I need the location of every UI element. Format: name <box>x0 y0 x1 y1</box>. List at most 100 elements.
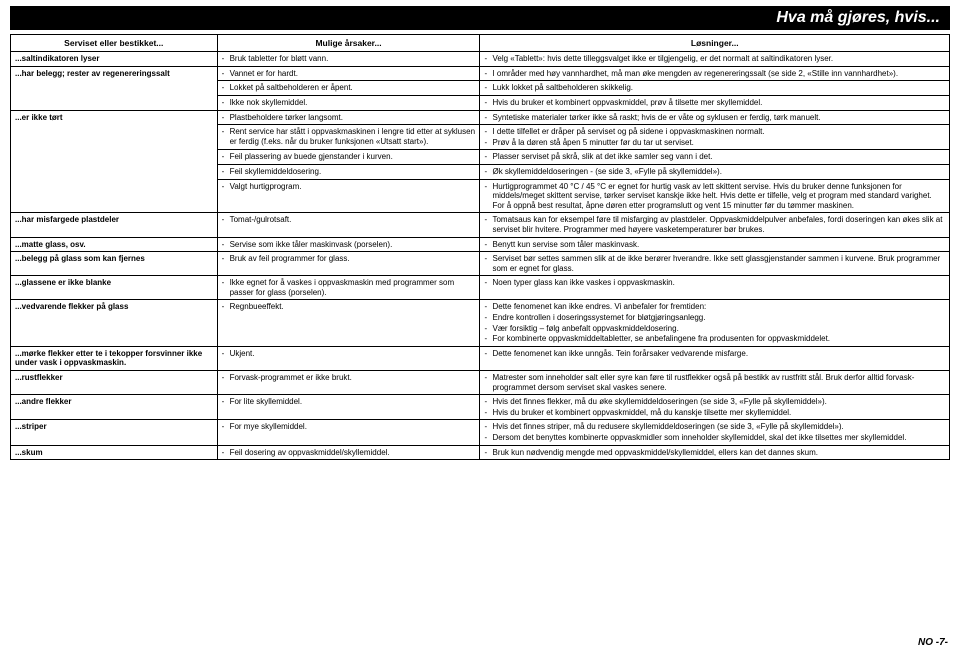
page-number: NO -7- <box>918 637 948 648</box>
table-row: ...andre flekker -For lite skyllemiddel.-… <box>11 395 950 420</box>
list-item: -Dette fenomenet kan ikke endres. Vi anb… <box>484 302 945 312</box>
table-row: ...glassene er ikke blanke-Ikke egnet fo… <box>11 276 950 300</box>
list-item: -For mye skyllemiddel. <box>222 422 476 432</box>
solution-cell: -Hurtigprogrammet 40 °C / 45 °C er egnet… <box>480 179 950 213</box>
cause-cell: -Plastbeholdere tørker langsomt. <box>217 110 480 125</box>
item-text: Velg «Tablett»: hvis dette tilleggsvalge… <box>492 54 945 64</box>
page-title: Hva må gjøres, hvis... <box>10 6 950 30</box>
item-text: Tomat-/gulrotsaft. <box>230 215 476 225</box>
cause-cell: -Bruk tabletter for bløtt vann. <box>217 52 480 67</box>
list-item: -Bruk av feil programmer for glass. <box>222 254 476 264</box>
dash-icon: - <box>484 69 492 79</box>
list-item: -Feil skyllemiddeldosering. <box>222 167 476 177</box>
item-text: Matrester som inneholder salt eller syre… <box>492 373 945 392</box>
list-item: -Ikke nok skyllemiddel. <box>222 98 476 108</box>
item-text: Prøv å la døren stå åpen 5 minutter før … <box>492 138 945 148</box>
dash-icon: - <box>222 278 230 297</box>
table-row: ...har misfargede plastdeler-Tomat-/gulr… <box>11 213 950 237</box>
dash-icon: - <box>222 152 230 162</box>
item-text: Bruk av feil programmer for glass. <box>230 254 476 264</box>
list-item: -Bruk kun nødvendig mengde med oppvaskmi… <box>484 448 945 458</box>
list-item: -Endre kontrollen i doseringssystemet fo… <box>484 313 945 323</box>
dash-icon: - <box>484 278 492 288</box>
dash-icon: - <box>484 349 492 359</box>
dash-icon: - <box>484 334 492 344</box>
item-text: Syntetiske materialer tørker ikke så ras… <box>492 113 945 123</box>
col-header-problem: Serviset eller bestikket... <box>11 35 218 52</box>
problem-cell: ...er ikke tørt <box>11 110 218 213</box>
dash-icon: - <box>484 422 492 432</box>
cause-cell: -Ukjent. <box>217 346 480 370</box>
item-text: Feil plassering av buede gjenstander i k… <box>230 152 476 162</box>
cause-cell: -Feil plassering av buede gjenstander i … <box>217 150 480 165</box>
solution-cell: -Hvis det finnes striper, må du redusere… <box>480 420 950 445</box>
dash-icon: - <box>222 215 230 225</box>
problem-cell: ...har misfargede plastdeler <box>11 213 218 237</box>
item-text: Forvask-programmet er ikke brukt. <box>230 373 476 383</box>
list-item: -Noen typer glass kan ikke vaskes i oppv… <box>484 278 945 288</box>
item-text: Ikke nok skyllemiddel. <box>230 98 476 108</box>
list-item: -Bruk tabletter for bløtt vann. <box>222 54 476 64</box>
list-item: -Hurtigprogrammet 40 °C / 45 °C er egnet… <box>484 182 945 211</box>
problem-cell: ...mørke flekker etter te i tekopper for… <box>11 346 218 370</box>
list-item: -Hvis det finnes flekker, må du øke skyl… <box>484 397 945 407</box>
list-item: -Ukjent. <box>222 349 476 359</box>
item-text: Dette fenomenet kan ikke endres. Vi anbe… <box>492 302 945 312</box>
table-header-row: Serviset eller bestikket... Mulige årsak… <box>11 35 950 52</box>
dash-icon: - <box>222 182 230 192</box>
dash-icon: - <box>484 215 492 234</box>
problem-cell: ...rustflekker <box>11 371 218 395</box>
solution-cell: -Hvis du bruker et kombinert oppvaskmidd… <box>480 95 950 110</box>
dash-icon: - <box>222 69 230 79</box>
table-row: ...matte glass, osv.-Servise som ikke tå… <box>11 237 950 252</box>
list-item: -Servise som ikke tåler maskinvask (pors… <box>222 240 476 250</box>
solution-cell: -Plasser serviset på skrå, slik at det i… <box>480 150 950 165</box>
dash-icon: - <box>222 167 230 177</box>
cause-cell: -Rent service har stått i oppvaskmaskine… <box>217 125 480 150</box>
list-item: -Matrester som inneholder salt eller syr… <box>484 373 945 392</box>
dash-icon: - <box>484 138 492 148</box>
dash-icon: - <box>222 422 230 432</box>
list-item: -Plastbeholdere tørker langsomt. <box>222 113 476 123</box>
problem-cell: ...glassene er ikke blanke <box>11 276 218 300</box>
list-item: -For kombinerte oppvaskmiddeltabletter, … <box>484 334 945 344</box>
solution-cell: -I dette tilfellet er dråper på serviset… <box>480 125 950 150</box>
item-text: Øk skyllemiddeldoseringen - (se side 3, … <box>492 167 945 177</box>
solution-cell: -Benytt kun servise som tåler maskinvask… <box>480 237 950 252</box>
list-item: -Hvis det finnes striper, må du redusere… <box>484 422 945 432</box>
troubleshooting-table: Serviset eller bestikket... Mulige årsak… <box>10 34 950 460</box>
list-item: -Regnbueeffekt. <box>222 302 476 312</box>
solution-cell: -Matrester som inneholder salt eller syr… <box>480 371 950 395</box>
list-item: -Prøv å la døren stå åpen 5 minutter før… <box>484 138 945 148</box>
cause-cell: -Lokket på saltbeholderen er åpent. <box>217 81 480 96</box>
dash-icon: - <box>222 83 230 93</box>
table-row: ...vedvarende flekker på glass-Regnbueef… <box>11 300 950 346</box>
problem-cell: ...vedvarende flekker på glass <box>11 300 218 346</box>
dash-icon: - <box>484 408 492 418</box>
item-text: For lite skyllemiddel. <box>230 397 476 407</box>
solution-cell: -Serviset bør settes sammen slik at de i… <box>480 252 950 276</box>
dash-icon: - <box>484 167 492 177</box>
item-text: Dette fenomenet kan ikke unngås. Tein fo… <box>492 349 945 359</box>
dash-icon: - <box>484 98 492 108</box>
list-item: -Hvis du bruker et kombinert oppvaskmidd… <box>484 98 945 108</box>
list-item: -Forvask-programmet er ikke brukt. <box>222 373 476 383</box>
item-text: Ikke egnet for å vaskes i oppvaskmaskin … <box>230 278 476 297</box>
solution-cell: -Noen typer glass kan ikke vaskes i oppv… <box>480 276 950 300</box>
list-item: -Lokket på saltbeholderen er åpent. <box>222 83 476 93</box>
item-text: Regnbueeffekt. <box>230 302 476 312</box>
problem-cell: ...belegg på glass som kan fjernes <box>11 252 218 276</box>
item-text: Bruk kun nødvendig mengde med oppvaskmid… <box>492 448 945 458</box>
dash-icon: - <box>222 113 230 123</box>
dash-icon: - <box>484 324 492 334</box>
item-text: I dette tilfellet er dråper på serviset … <box>492 127 945 137</box>
item-text: Feil skyllemiddeldosering. <box>230 167 476 177</box>
problem-cell: ...andre flekker <box>11 395 218 420</box>
item-text: Plastbeholdere tørker langsomt. <box>230 113 476 123</box>
col-header-cause: Mulige årsaker... <box>217 35 480 52</box>
item-text: Hurtigprogrammet 40 °C / 45 °C er egnet … <box>492 182 945 211</box>
item-text: I områder med høy vannhardhet, må man øk… <box>492 69 945 79</box>
list-item: -Feil plassering av buede gjenstander i … <box>222 152 476 162</box>
dash-icon: - <box>222 302 230 312</box>
cause-cell: -Feil skyllemiddeldosering. <box>217 164 480 179</box>
